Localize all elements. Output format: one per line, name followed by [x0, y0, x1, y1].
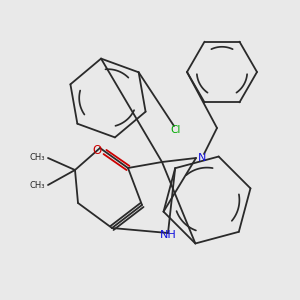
Text: N: N — [198, 153, 206, 163]
Text: O: O — [92, 143, 102, 157]
Text: Cl: Cl — [170, 125, 180, 135]
Text: CH₃: CH₃ — [29, 154, 45, 163]
Text: CH₃: CH₃ — [29, 181, 45, 190]
Text: NH: NH — [160, 230, 176, 240]
